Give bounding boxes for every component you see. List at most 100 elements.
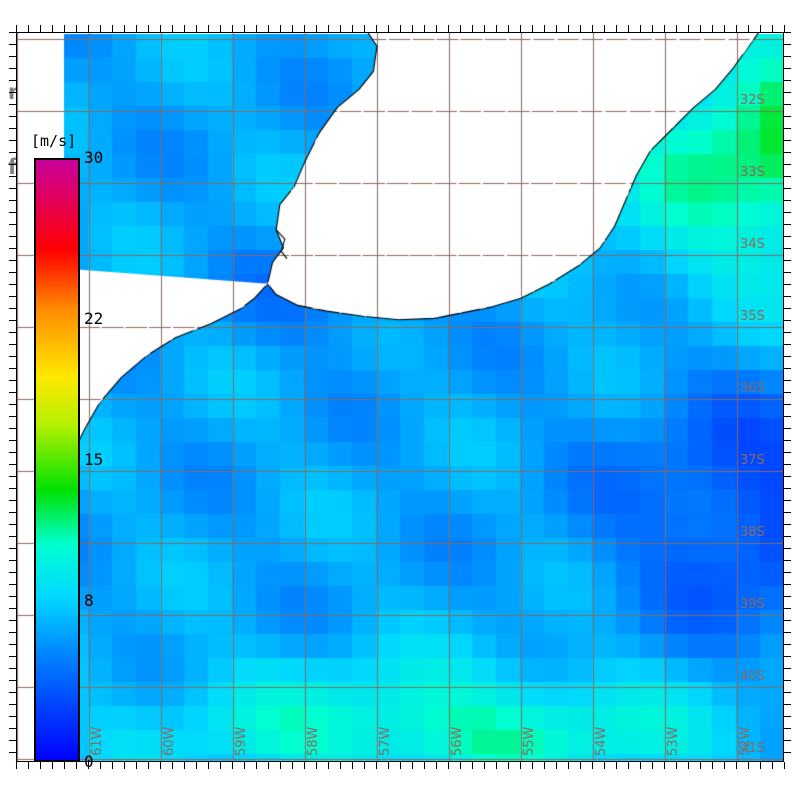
colorbar-tick-22: 22: [84, 309, 104, 329]
tick-mark: [9, 356, 16, 357]
tick-mark: [40, 762, 41, 769]
colorbar[interactable]: [34, 158, 80, 762]
tick-mark: [424, 762, 425, 769]
tick-mark: [580, 25, 581, 32]
tick-mark: [688, 762, 689, 769]
tick-mark: [784, 56, 791, 57]
tick-mark: [400, 25, 401, 32]
tick-mark: [268, 762, 269, 769]
tick-mark: [580, 762, 581, 769]
tick-mark: [724, 762, 725, 769]
tick-mark: [100, 25, 101, 32]
tick-mark: [784, 80, 791, 81]
tick-mark: [9, 524, 16, 525]
tick-mark: [9, 164, 16, 165]
tick-mark: [364, 25, 365, 32]
tick-mark: [112, 762, 113, 769]
tick-mark: [520, 762, 521, 769]
tick-mark: [136, 25, 137, 32]
tick-mark: [328, 25, 329, 32]
tick-mark: [412, 25, 413, 32]
tick-mark: [172, 762, 173, 769]
tick-mark: [352, 762, 353, 769]
tick-mark: [784, 596, 791, 597]
tick-mark: [220, 762, 221, 769]
tick-mark: [760, 762, 761, 769]
tick-mark: [784, 332, 791, 333]
tick-mark: [136, 762, 137, 769]
tick-mark: [784, 164, 791, 165]
tick-mark: [9, 188, 16, 189]
tick-mark: [9, 128, 16, 129]
tick-mark: [112, 25, 113, 32]
tick-mark: [304, 762, 305, 769]
tick-mark: [184, 762, 185, 769]
tick-mark: [9, 368, 16, 369]
tick-mark: [784, 452, 791, 453]
tick-mark: [9, 392, 16, 393]
tick-mark: [784, 200, 791, 201]
tick-mark: [652, 25, 653, 32]
tick-mark: [9, 692, 16, 693]
tick-mark: [784, 512, 791, 513]
colorbar-tick-30: 30: [84, 148, 104, 167]
tick-mark: [784, 212, 791, 213]
tick-mark: [496, 25, 497, 32]
tick-mark: [784, 560, 791, 561]
tick-mark: [9, 140, 16, 141]
tick-mark: [9, 200, 16, 201]
tick-mark: [784, 236, 791, 237]
tick-mark: [40, 25, 41, 32]
tick-mark: [604, 762, 605, 769]
tick-mark: [388, 25, 389, 32]
tick-mark: [424, 25, 425, 32]
tick-mark: [9, 152, 16, 153]
tick-mark: [784, 32, 791, 33]
tick-mark: [9, 608, 16, 609]
tick-mark: [568, 762, 569, 769]
tick-mark: [736, 25, 737, 32]
tick-mark: [712, 25, 713, 32]
tick-mark: [9, 536, 16, 537]
tick-mark: [9, 104, 16, 105]
tick-mark: [784, 440, 791, 441]
tick-mark: [436, 25, 437, 32]
tick-mark: [784, 68, 791, 69]
tick-mark: [400, 762, 401, 769]
tick-mark: [64, 25, 65, 32]
tick-mark: [616, 762, 617, 769]
tick-mark: [748, 25, 749, 32]
tick-mark: [412, 762, 413, 769]
tick-mark: [784, 380, 791, 381]
tick-mark: [184, 25, 185, 32]
tick-mark: [532, 25, 533, 32]
tick-mark: [784, 740, 791, 741]
tick-mark: [9, 92, 16, 93]
tick-mark: [676, 762, 677, 769]
tick-mark: [9, 320, 16, 321]
tick-mark: [9, 464, 16, 465]
map-plot-area[interactable]: [16, 32, 784, 762]
tick-mark: [784, 176, 791, 177]
tick-mark: [784, 416, 791, 417]
tick-mark: [568, 25, 569, 32]
tick-mark: [28, 762, 29, 769]
tick-mark: [376, 25, 377, 32]
tick-mark: [784, 656, 791, 657]
tick-mark: [784, 320, 791, 321]
tick-mark: [760, 25, 761, 32]
tick-mark: [196, 762, 197, 769]
tick-mark: [9, 512, 16, 513]
tick-mark: [616, 25, 617, 32]
tick-mark: [9, 224, 16, 225]
tick-mark: [664, 25, 665, 32]
tick-mark: [9, 296, 16, 297]
tick-mark: [52, 25, 53, 32]
tick-mark: [784, 224, 791, 225]
tick-mark: [784, 680, 791, 681]
tick-mark: [9, 644, 16, 645]
tick-mark: [628, 762, 629, 769]
tick-mark: [784, 392, 791, 393]
tick-mark: [52, 762, 53, 769]
tick-mark: [9, 596, 16, 597]
